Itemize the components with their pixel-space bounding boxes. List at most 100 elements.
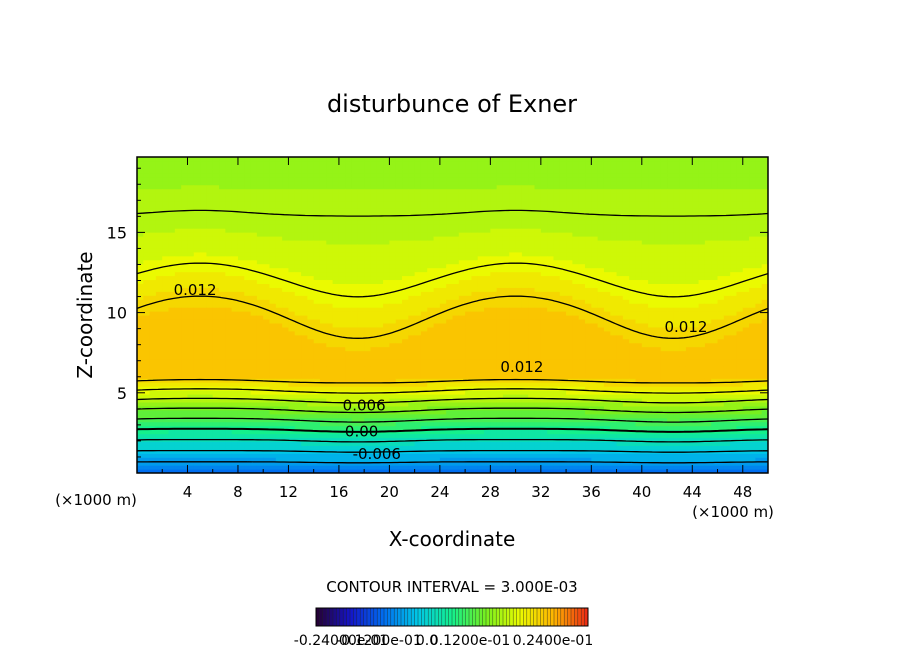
- field-cell: [414, 172, 422, 178]
- field-cell: [149, 236, 157, 241]
- field-cell: [250, 287, 258, 292]
- field-cell: [433, 374, 441, 379]
- field-cell: [256, 315, 264, 320]
- field-cell: [458, 409, 466, 415]
- field-cell: [364, 397, 372, 403]
- field-cell: [181, 330, 189, 336]
- field-cell: [174, 330, 182, 336]
- field-cell: [326, 437, 334, 442]
- field-cell: [332, 461, 340, 466]
- field-cell: [364, 160, 372, 166]
- field-cell: [389, 188, 397, 194]
- field-cell: [389, 216, 397, 221]
- field-cell: [502, 366, 510, 371]
- field-cell: [275, 157, 283, 162]
- field-cell: [471, 390, 479, 395]
- field-cell: [200, 394, 208, 399]
- field-cell: [395, 255, 403, 261]
- field-cell: [370, 228, 378, 233]
- field-cell: [155, 374, 163, 379]
- field-cell: [414, 259, 422, 265]
- field-cell: [275, 358, 283, 363]
- field-cell: [244, 263, 252, 269]
- field-cell: [383, 157, 390, 162]
- field-cell: [301, 228, 308, 233]
- field-cell: [313, 232, 321, 237]
- field-cell: [471, 204, 479, 209]
- field-cell: [383, 236, 390, 241]
- field-cell: [168, 228, 176, 233]
- field-cell: [250, 212, 258, 217]
- field-cell: [288, 176, 296, 182]
- field-cell: [155, 311, 163, 316]
- field-cell: [294, 342, 302, 348]
- field-cell: [307, 168, 315, 174]
- field-cell: [332, 259, 340, 265]
- field-cell: [143, 469, 151, 473]
- field-cell: [269, 176, 277, 182]
- field-cell: [389, 192, 397, 198]
- field-cell: [155, 239, 163, 245]
- field-cell: [282, 457, 290, 462]
- field-cell: [149, 449, 157, 454]
- field-cell: [509, 354, 517, 360]
- field-cell: [433, 176, 441, 182]
- field-cell: [414, 216, 422, 221]
- field-cell: [351, 437, 359, 442]
- field-cell: [515, 232, 523, 237]
- field-cell: [414, 461, 422, 466]
- field-cell: [402, 445, 409, 450]
- field-cell: [282, 311, 290, 316]
- field-cell: [193, 157, 201, 162]
- field-cell: [181, 220, 189, 225]
- field-cell: [477, 239, 485, 245]
- field-cell: [376, 378, 384, 383]
- field-cell: [509, 409, 517, 415]
- field-cell: [345, 315, 353, 320]
- field-cell: [408, 180, 416, 186]
- field-cell: [383, 259, 390, 265]
- field-cell: [143, 287, 151, 292]
- field-cell: [515, 228, 523, 233]
- field-cell: [256, 425, 264, 431]
- field-cell: [174, 228, 182, 233]
- field-cell: [206, 394, 214, 399]
- field-cell: [237, 417, 245, 423]
- field-cell: [395, 200, 403, 205]
- field-cell: [231, 326, 239, 332]
- field-cell: [338, 374, 346, 379]
- field-cell: [174, 397, 182, 403]
- field-cell: [219, 176, 226, 182]
- field-cell: [219, 232, 226, 237]
- field-cell: [446, 338, 454, 344]
- field-cell: [345, 366, 353, 371]
- field-cell: [225, 465, 233, 470]
- field-cell: [250, 208, 258, 213]
- field-cell: [219, 239, 226, 245]
- field-cell: [439, 457, 447, 462]
- field-cell: [420, 330, 428, 336]
- field-cell: [420, 346, 428, 352]
- field-cell: [275, 192, 283, 198]
- field-cell: [294, 263, 302, 269]
- field-cell: [200, 417, 208, 423]
- field-cell: [490, 461, 498, 466]
- field-cell: [237, 267, 245, 273]
- field-cell: [521, 184, 529, 190]
- field-cell: [515, 366, 523, 371]
- field-cell: [168, 243, 176, 249]
- field-cell: [206, 342, 214, 348]
- field-cell: [168, 196, 176, 202]
- field-cell: [446, 453, 454, 458]
- field-cell: [433, 228, 441, 233]
- field-cell: [332, 204, 340, 209]
- field-cell: [212, 271, 220, 277]
- field-cell: [521, 461, 529, 466]
- field-cell: [319, 350, 327, 356]
- field-cell: [420, 232, 428, 237]
- field-cell: [458, 449, 466, 454]
- field-cell: [143, 184, 151, 190]
- field-cell: [528, 346, 536, 352]
- field-cell: [351, 358, 359, 363]
- field-cell: [244, 330, 252, 336]
